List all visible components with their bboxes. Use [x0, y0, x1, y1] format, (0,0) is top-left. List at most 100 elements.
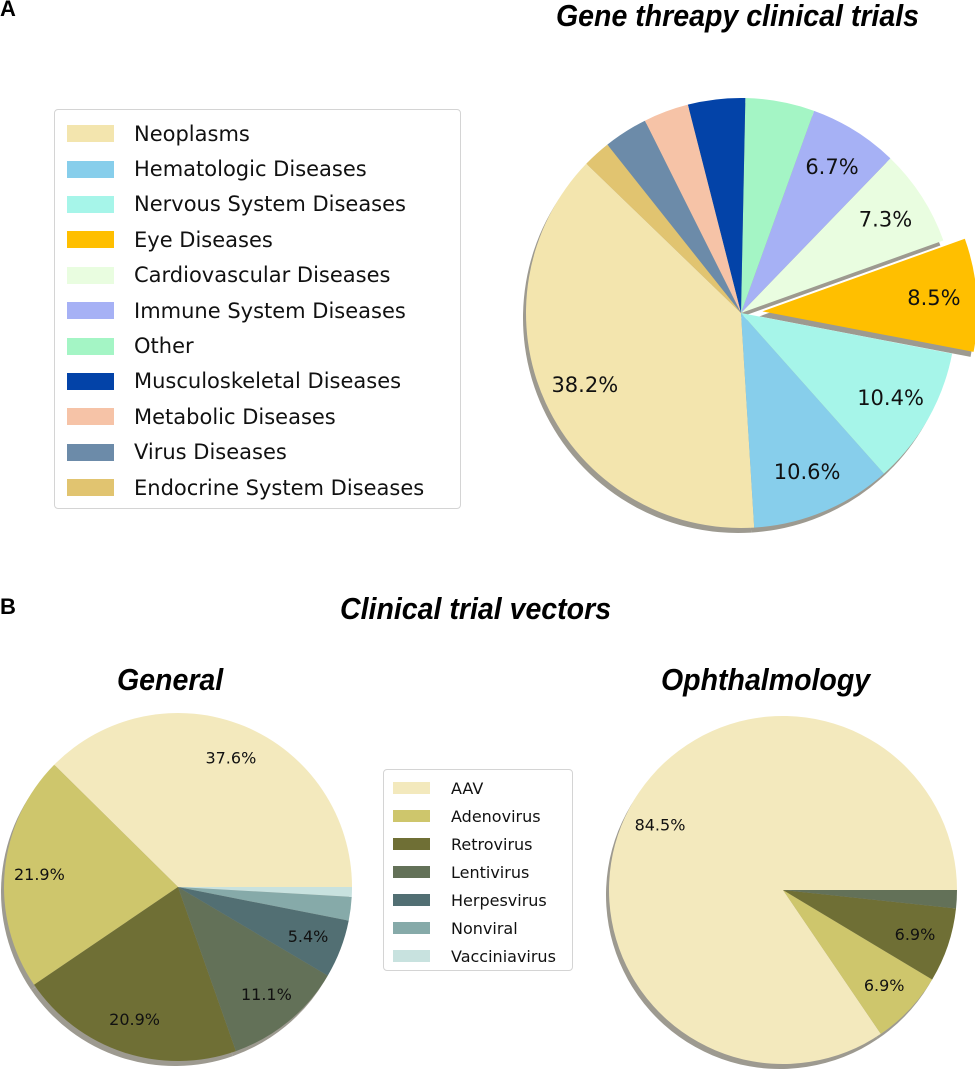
- chart-title-ophthalmology: Ophthalmology: [661, 662, 871, 697]
- pct-label-neoplasms: 38.2%: [551, 373, 618, 397]
- legend-item: Endocrine System Diseases: [67, 470, 460, 505]
- wedge-nonviral: [178, 887, 352, 921]
- legend-swatch: [67, 372, 114, 390]
- wedge-eye-diseases: [762, 238, 975, 352]
- legend-label: Eye Diseases: [134, 227, 273, 252]
- panel-label-a: A: [0, 0, 16, 21]
- legend-label: Endocrine System Diseases: [134, 475, 425, 500]
- legend-swatch: [67, 302, 114, 320]
- wedge-vacciniavirus: [178, 887, 352, 897]
- legend-swatch: [393, 782, 430, 794]
- legend-vectors: AAV Adenovirus Retrovirus Lentivirus Her…: [383, 769, 573, 971]
- legend-label: Vacciniavirus: [451, 946, 556, 966]
- legend-swatch: [67, 160, 114, 178]
- legend-label: Nonviral: [451, 918, 518, 938]
- legend-label: Virus Diseases: [134, 440, 287, 465]
- legend-label: Nervous System Diseases: [134, 192, 406, 217]
- legend-label: Musculoskeletal Diseases: [134, 369, 402, 394]
- wedge-aav: [54, 713, 353, 887]
- wedge-adenovirus: [783, 890, 933, 1034]
- legend-swatch: [393, 922, 430, 934]
- panel-label-b: B: [0, 594, 16, 619]
- wedge-neoplasms: [525, 163, 755, 529]
- pct-label-adenovirus: 6.9%: [864, 976, 905, 995]
- legend-swatch: [67, 231, 114, 249]
- wedge-nervous-system-diseases: [741, 313, 953, 474]
- wedge-metabolic-diseases: [644, 104, 741, 313]
- pct-label-eye-diseases: 8.5%: [907, 286, 960, 310]
- wedge-cardiovascular-diseases: [741, 158, 944, 313]
- legend-label: Hematologic Diseases: [134, 157, 367, 182]
- legend-swatch: [393, 950, 430, 962]
- wedge-lentivirus: [783, 890, 957, 909]
- legend-disease-categories: Neoplasms Hematologic Diseases Nervous S…: [54, 109, 461, 509]
- legend-swatch: [67, 479, 114, 497]
- legend-label: Adenovirus: [451, 806, 541, 826]
- chart-title-general: General: [117, 662, 224, 697]
- pct-label-cardiovascular-diseases: 7.3%: [859, 208, 912, 232]
- legend-swatch: [67, 125, 114, 143]
- legend-swatch: [393, 810, 430, 822]
- legend-item: Musculoskeletal Diseases: [67, 364, 460, 399]
- wedge-adenovirus: [4, 764, 179, 985]
- wedge-retrovirus: [34, 887, 236, 1061]
- wedge-hematologic-diseases: [741, 313, 884, 528]
- legend-swatch: [67, 443, 114, 461]
- legend-item: Herpesvirus: [393, 886, 572, 914]
- legend-swatch: [393, 894, 430, 906]
- wedge-immune-system-diseases: [741, 110, 891, 313]
- pct-label-hematologic-diseases: 10.6%: [774, 460, 841, 484]
- legend-label: Neoplasms: [134, 121, 250, 146]
- legend-item: Virus Diseases: [67, 435, 460, 470]
- legend-item: Lentivirus: [393, 858, 572, 886]
- legend-label: Cardiovascular Diseases: [134, 263, 391, 288]
- legend-item: Other: [67, 328, 460, 363]
- legend-item: Vacciniavirus: [393, 942, 572, 970]
- wedge-endocrine-system-diseases: [586, 144, 741, 313]
- pct-label-lentivirus: 11.1%: [241, 985, 292, 1004]
- legend-label: Immune System Diseases: [134, 298, 406, 323]
- wedge-herpesvirus: [178, 887, 349, 976]
- pct-label-nervous-system-diseases: 10.4%: [857, 386, 924, 410]
- legend-item: Hematologic Diseases: [67, 151, 460, 186]
- pct-label-herpesvirus: 5.4%: [288, 927, 329, 946]
- legend-label: Metabolic Diseases: [134, 404, 336, 429]
- legend-swatch: [67, 195, 114, 213]
- legend-item: Eye Diseases: [67, 222, 460, 257]
- legend-item: Cardiovascular Diseases: [67, 258, 460, 293]
- pct-label-immune-system-diseases: 6.7%: [805, 155, 858, 179]
- legend-item: AAV: [393, 774, 572, 802]
- wedge-other: [741, 98, 815, 313]
- legend-item: Neoplasms: [67, 116, 460, 151]
- pie-ophthalmology: 84.5% 6.9% 6.9%: [606, 715, 957, 1069]
- pie-general: 37.6% 21.9% 20.9% 11.1% 5.4%: [0, 713, 353, 1066]
- pct-label-aav: 84.5%: [635, 815, 686, 834]
- legend-swatch: [67, 337, 114, 355]
- legend-item: Metabolic Diseases: [67, 399, 460, 434]
- legend-item: Adenovirus: [393, 802, 572, 830]
- section-title-clinical-trial-vectors: Clinical trial vectors: [340, 591, 612, 626]
- legend-item: Nervous System Diseases: [67, 187, 460, 222]
- legend-item: Retrovirus: [393, 830, 572, 858]
- legend-swatch: [393, 838, 430, 850]
- legend-label: Retrovirus: [451, 834, 533, 854]
- wedge-musculoskeletal-diseases: [687, 98, 746, 313]
- legend-swatch: [67, 266, 114, 284]
- pct-label-retrovirus: 6.9%: [895, 925, 936, 944]
- wedge-virus-diseases: [607, 120, 741, 314]
- pct-label-adenovirus: 21.9%: [14, 865, 65, 884]
- pct-label-aav: 37.6%: [205, 749, 256, 768]
- legend-item: Immune System Diseases: [67, 293, 460, 328]
- wedge-retrovirus: [783, 890, 957, 980]
- chart-title-gene-therapy: Gene threapy clinical trials: [556, 0, 919, 33]
- legend-label: Herpesvirus: [451, 890, 547, 910]
- legend-item: Nonviral: [393, 914, 572, 942]
- legend-label: Other: [134, 334, 194, 359]
- wedge-aav: [609, 715, 957, 1064]
- wedge-lentivirus: [178, 887, 328, 1052]
- pct-label-retrovirus: 20.9%: [109, 1010, 160, 1029]
- legend-swatch: [393, 866, 430, 878]
- pie-gene-threapy-clinical-trials: 38.2% 10.6% 10.4% 8.5% 7.3% 6.7%: [523, 98, 975, 533]
- legend-swatch: [67, 408, 114, 426]
